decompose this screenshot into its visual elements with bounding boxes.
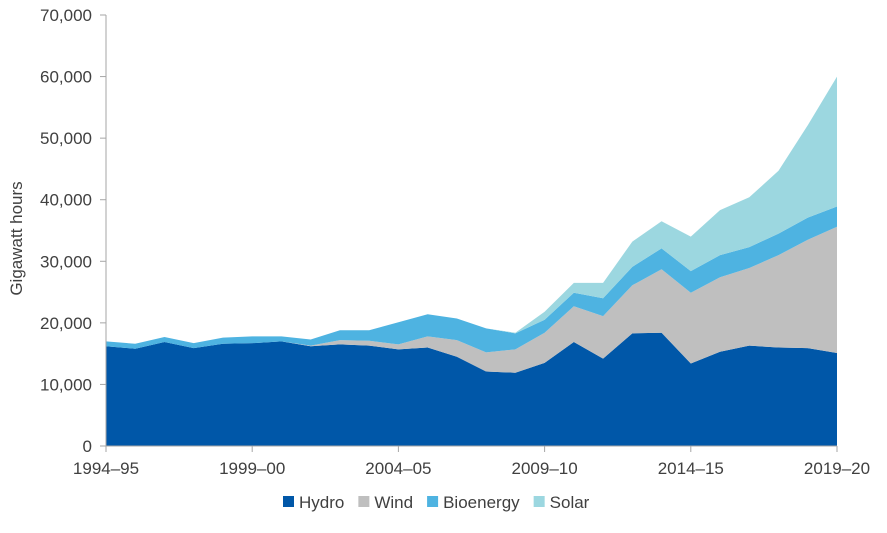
legend-swatch-bioenergy: [427, 496, 439, 507]
legend-label-hydro: Hydro: [299, 493, 344, 512]
legend-label-bioenergy: Bioenergy: [443, 493, 520, 512]
legend-swatch-hydro: [283, 496, 294, 507]
y-tick-label: 70,000: [40, 6, 92, 25]
y-tick-label: 0: [83, 437, 92, 456]
x-tick-label: 1999–00: [219, 459, 285, 478]
area-hydro: [106, 332, 837, 446]
area-wind: [106, 226, 837, 373]
x-tick-label: 1994–95: [73, 459, 139, 478]
legend-swatch-solar: [533, 496, 545, 507]
y-tick-label: 40,000: [40, 191, 92, 210]
y-tick-label: 20,000: [40, 314, 92, 333]
legend-label-wind: Wind: [374, 493, 413, 512]
x-tick-label: 2009–10: [512, 459, 578, 478]
y-tick-label: 10,000: [40, 375, 92, 394]
x-tick-label: 2014–15: [658, 459, 724, 478]
y-tick-label: 60,000: [40, 68, 92, 87]
y-axis-title: Gigawatt hours: [7, 181, 26, 295]
series-areas: [106, 76, 837, 446]
legend: Hydro Wind Bioenergy Solar: [283, 493, 590, 512]
legend-swatch-wind: [358, 496, 370, 507]
legend-label-solar: Solar: [550, 493, 590, 512]
y-axis-ticks: 0 10,000 20,000 30,000 40,000 50,000 60,000 70,…: [40, 6, 106, 456]
y-tick-label: 50,000: [40, 129, 92, 148]
x-tick-label: 2019–20: [804, 459, 870, 478]
y-tick-label: 30,000: [40, 252, 92, 271]
x-tick-label: 2004–05: [365, 459, 431, 478]
x-axis-ticks: 1994–95 1999–00 2004–05 2009–10 2014–15 2019–…: [73, 446, 870, 478]
area-bioenergy: [106, 206, 837, 353]
